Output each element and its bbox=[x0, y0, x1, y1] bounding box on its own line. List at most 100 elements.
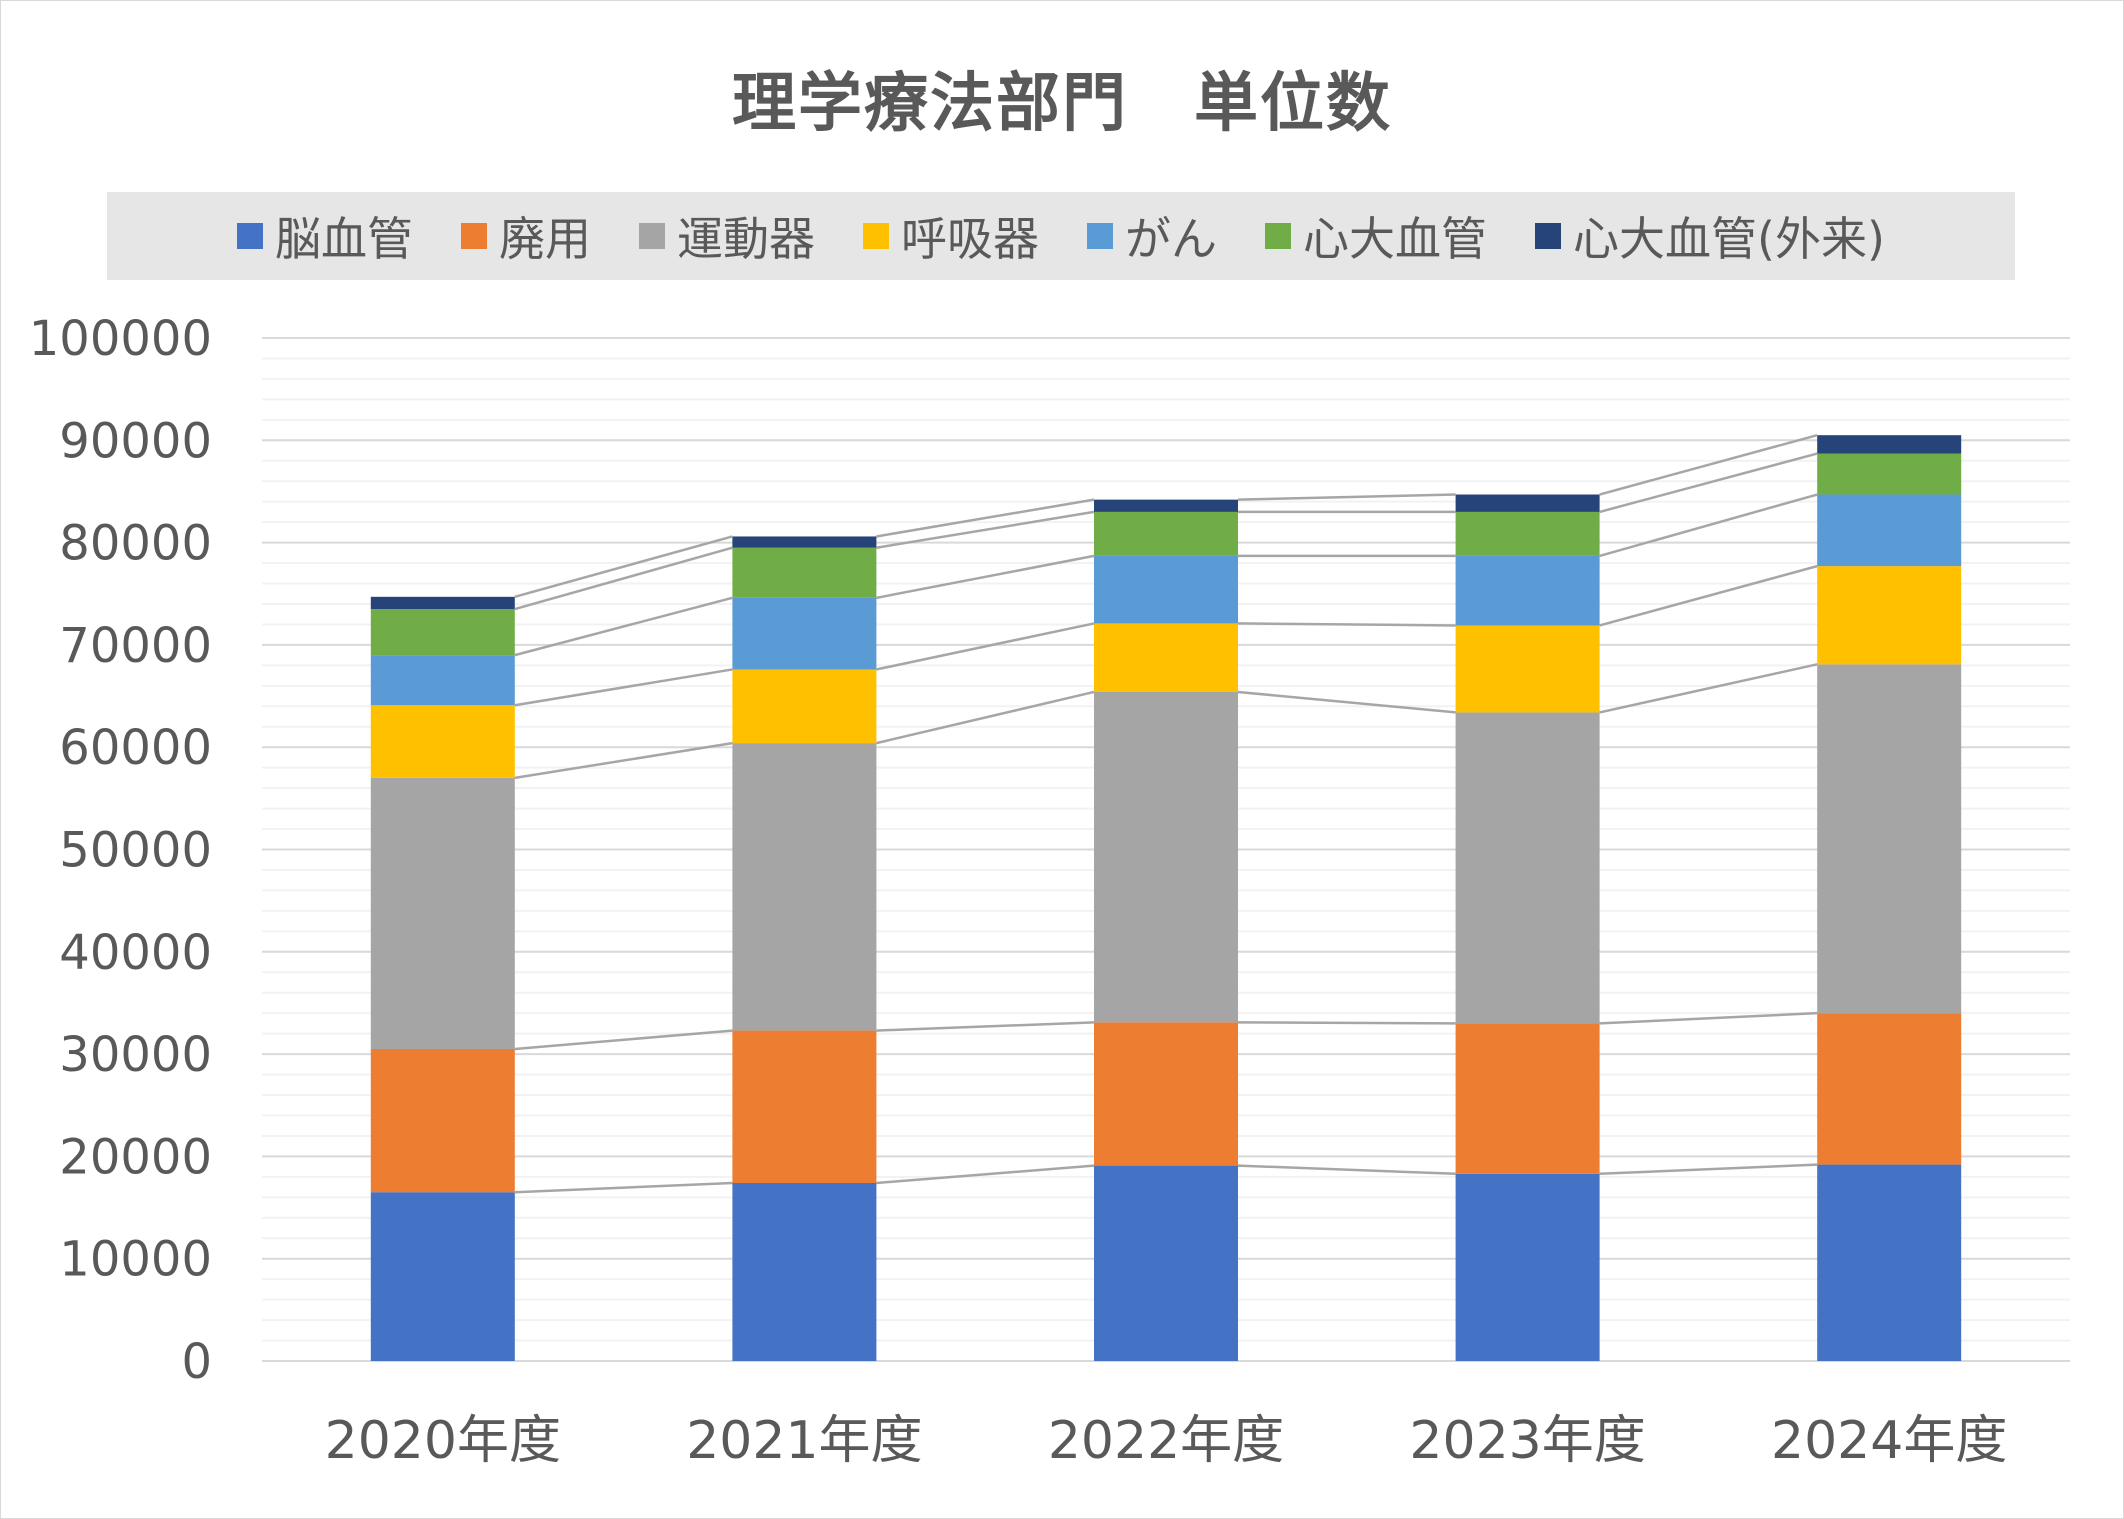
bar-segment bbox=[1094, 511, 1238, 556]
legend-label: 脳血管 bbox=[275, 212, 414, 266]
legend-swatch bbox=[639, 223, 666, 249]
y-tick-label: 0 bbox=[181, 1334, 212, 1390]
bar-segment bbox=[370, 705, 515, 778]
bar-segment bbox=[1455, 1023, 1600, 1174]
series-line bbox=[1237, 493, 1456, 501]
series-line bbox=[876, 1021, 1095, 1032]
bar-segment bbox=[732, 1030, 877, 1183]
bar-segment bbox=[1817, 566, 1962, 665]
y-tick-label: 50000 bbox=[59, 823, 212, 879]
series-line bbox=[514, 1181, 733, 1194]
bar-segment bbox=[1094, 499, 1238, 512]
bar-segment bbox=[1094, 1022, 1238, 1166]
legend-item: 心大血管(外来) bbox=[1535, 203, 1885, 269]
y-tick-label: 40000 bbox=[59, 925, 212, 981]
series-line bbox=[876, 510, 1095, 549]
bar-segment bbox=[1094, 555, 1238, 624]
series-line bbox=[1599, 564, 1818, 627]
bar-segment bbox=[732, 547, 877, 598]
bar-segment bbox=[1817, 435, 1962, 454]
bar-segment bbox=[370, 1048, 515, 1193]
legend-item: 廃用 bbox=[461, 203, 591, 269]
bar-segment bbox=[1817, 1164, 1962, 1361]
legend-label: がん bbox=[1125, 212, 1218, 266]
legend-swatch bbox=[237, 223, 264, 249]
series-line bbox=[1599, 452, 1818, 514]
series-line bbox=[1237, 1021, 1456, 1025]
bar-segment bbox=[1817, 494, 1962, 567]
bar-segment bbox=[1094, 691, 1238, 1023]
legend-swatch bbox=[863, 223, 890, 249]
series-line bbox=[514, 741, 733, 780]
y-tick-label: 20000 bbox=[59, 1129, 212, 1185]
x-tick-label: 2020年度 bbox=[325, 1411, 561, 1471]
bar-segment bbox=[1455, 712, 1600, 1024]
y-tick-label: 10000 bbox=[59, 1232, 212, 1288]
series-line bbox=[1599, 1011, 1818, 1025]
bar-segment bbox=[1094, 623, 1238, 692]
series-line bbox=[514, 1029, 733, 1051]
legend-label: 心大血管 bbox=[1303, 212, 1488, 266]
bar-segment bbox=[1817, 453, 1962, 495]
bar-segment bbox=[1455, 555, 1600, 626]
bar-segment bbox=[732, 536, 877, 548]
legend-item: 運動器 bbox=[639, 203, 815, 269]
series-line bbox=[1599, 433, 1818, 496]
y-tick-label: 90000 bbox=[59, 413, 212, 469]
series-line bbox=[876, 690, 1095, 745]
y-tick-label: 60000 bbox=[59, 720, 212, 776]
legend-swatch bbox=[1087, 223, 1114, 249]
legend-label: 廃用 bbox=[499, 212, 592, 266]
legend-label: 心大血管(外来) bbox=[1573, 212, 1885, 266]
legend-swatch bbox=[1535, 223, 1562, 249]
series-line bbox=[1599, 663, 1818, 714]
y-tick-label: 70000 bbox=[59, 618, 212, 674]
bar-segment bbox=[732, 597, 877, 670]
y-tick-label: 30000 bbox=[59, 1027, 212, 1083]
bar-segment bbox=[1455, 511, 1600, 556]
x-tick-label: 2021年度 bbox=[686, 1411, 922, 1471]
bar-segment bbox=[370, 596, 515, 610]
bar-segment bbox=[370, 655, 515, 706]
series-line bbox=[514, 546, 733, 611]
bar-segment bbox=[370, 1192, 515, 1361]
legend-item: 心大血管 bbox=[1265, 203, 1487, 269]
series-line bbox=[876, 1164, 1095, 1185]
bar-segment bbox=[370, 777, 515, 1049]
bar-segment bbox=[732, 1182, 877, 1361]
series-line bbox=[876, 554, 1095, 600]
legend-item: 脳血管 bbox=[237, 203, 413, 269]
y-tick-label: 80000 bbox=[59, 516, 212, 572]
bar-segment bbox=[1094, 1165, 1238, 1361]
chart-legend: 脳血管 廃用 運動器 呼吸器 がん 心大血管 心大血管(外来) bbox=[107, 192, 2015, 280]
series-line bbox=[876, 622, 1095, 671]
series-line bbox=[514, 668, 733, 707]
series-line bbox=[1237, 1164, 1456, 1176]
legend-swatch bbox=[1265, 223, 1292, 249]
chart-title: 理学療法部門 単位数 bbox=[732, 67, 1392, 141]
series-line bbox=[876, 498, 1095, 538]
series-line bbox=[514, 596, 733, 657]
series-line bbox=[1237, 622, 1456, 627]
series-line bbox=[514, 535, 733, 599]
series-line bbox=[1599, 1163, 1818, 1176]
bar-segment bbox=[1817, 1013, 1962, 1165]
legend-item: がん bbox=[1087, 203, 1217, 269]
bar-segment bbox=[732, 743, 877, 1031]
x-tick-label: 2022年度 bbox=[1048, 1411, 1284, 1471]
legend-item: 呼吸器 bbox=[863, 203, 1039, 269]
legend-label: 運動器 bbox=[677, 212, 816, 266]
bar-segment bbox=[732, 669, 877, 744]
x-tick-label: 2023年度 bbox=[1409, 1411, 1645, 1471]
series-line bbox=[1237, 690, 1456, 714]
x-tick-label: 2024年度 bbox=[1771, 1411, 2007, 1471]
series-line bbox=[1599, 493, 1818, 558]
bar-segment bbox=[370, 609, 515, 656]
y-tick-label: 100000 bbox=[29, 311, 212, 367]
bar-segment bbox=[1817, 664, 1962, 1014]
bar-segment bbox=[1455, 494, 1600, 512]
bar-segment bbox=[1455, 1173, 1600, 1361]
legend-swatch bbox=[461, 223, 488, 249]
legend-label: 呼吸器 bbox=[901, 212, 1040, 266]
